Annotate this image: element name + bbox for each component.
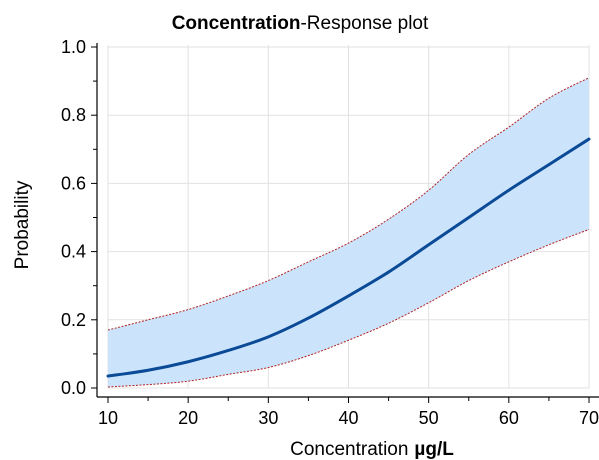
x-tick-label: 30 xyxy=(258,408,278,428)
y-tick-label: 0.0 xyxy=(61,378,86,398)
y-tick-label: 1.0 xyxy=(61,37,86,57)
y-tick-label: 0.4 xyxy=(61,242,86,262)
chart-title-bold: Concentration xyxy=(172,13,301,34)
y-tick-label: 0.2 xyxy=(61,310,86,330)
x-axis-ticks: 10 20 30 40 50 60 70 xyxy=(98,397,599,428)
y-tick-label: 0.6 xyxy=(61,173,86,193)
fitted-response-line xyxy=(106,137,591,378)
x-tick-label: 40 xyxy=(338,408,358,428)
x-tick-label: 70 xyxy=(579,408,599,428)
upper-confidence-line xyxy=(107,77,590,331)
x-tick-label: 50 xyxy=(419,408,439,428)
series-lines xyxy=(106,137,591,378)
y-axis-ticks: 0.0 0.2 0.4 0.6 0.8 1.0 xyxy=(61,37,97,398)
lower-confidence-line xyxy=(107,228,590,388)
chart-title: Concentration-Response plot xyxy=(172,13,429,34)
x-axis-label-text: Concentration xyxy=(290,439,408,460)
confidence-band xyxy=(107,77,590,388)
x-axis-label: Concentration µg/L xyxy=(290,439,454,460)
y-tick-label: 0.8 xyxy=(61,105,86,125)
x-tick-label: 10 xyxy=(98,408,118,428)
chart-title-rest: -Response plot xyxy=(300,13,429,34)
y-axis-label: Probability xyxy=(12,180,33,269)
x-tick-label: 60 xyxy=(499,408,519,428)
x-axis-unit: µg/L xyxy=(414,439,454,460)
x-tick-label: 20 xyxy=(178,408,198,428)
